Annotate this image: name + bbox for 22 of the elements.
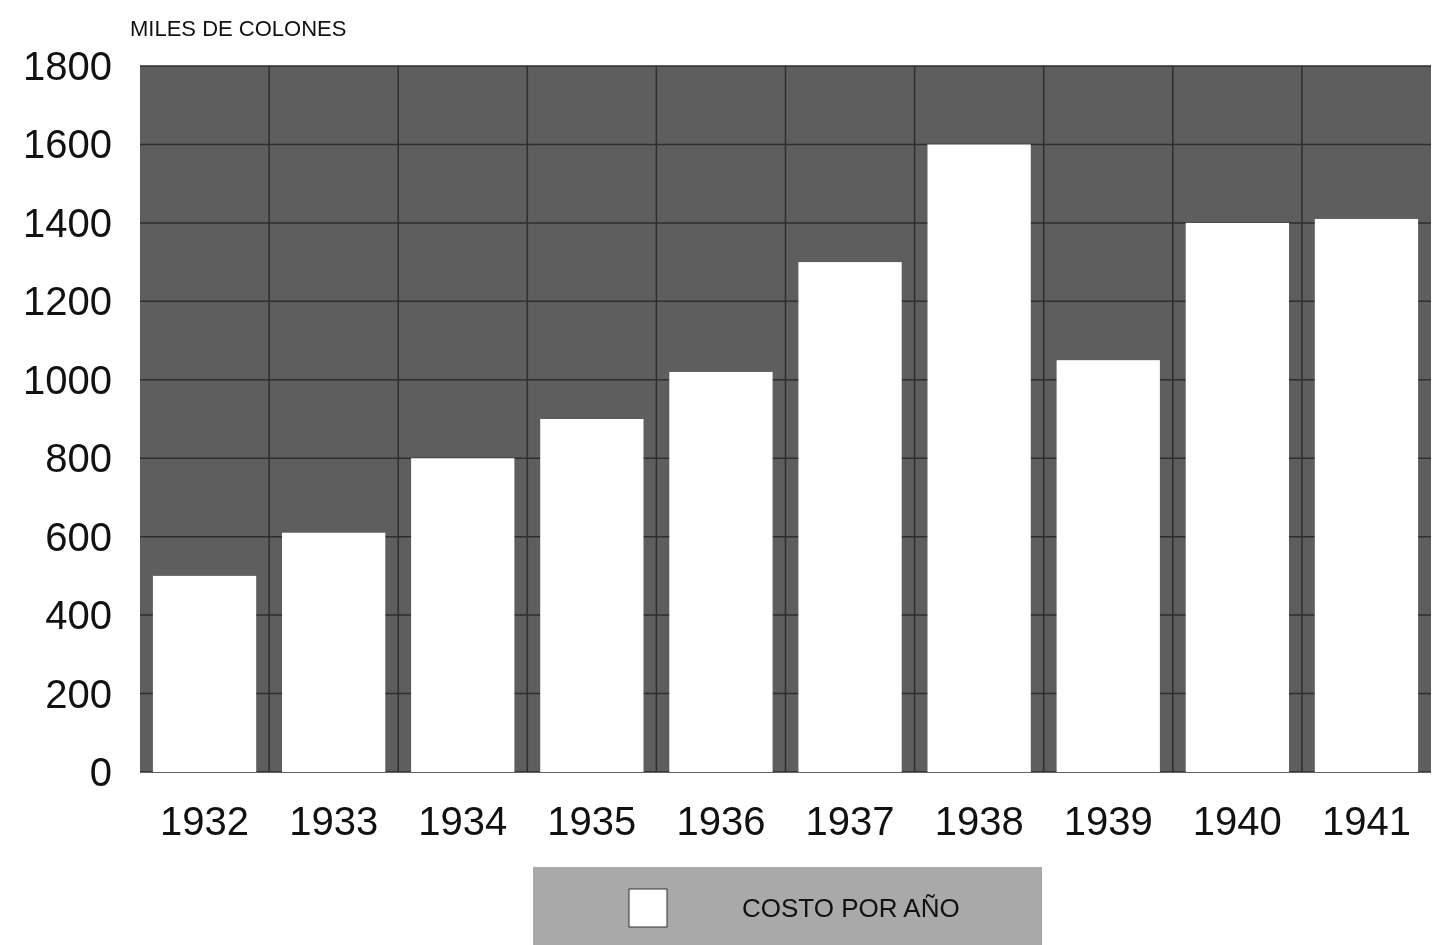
- x-tick-label: 1941: [1321, 799, 1411, 843]
- x-tick-label: 1937: [805, 799, 895, 843]
- x-tick-label: 1936: [676, 799, 766, 843]
- x-tick-label: 1934: [418, 799, 508, 843]
- y-tick-label: 0: [89, 750, 112, 794]
- y-tick-label: 1000: [23, 357, 112, 402]
- y-tick-label: 1600: [23, 122, 112, 167]
- y-tick-label: 400: [45, 593, 112, 638]
- text: COSTO POR AÑO: [742, 893, 960, 924]
- x-tick-label: 1939: [1063, 799, 1153, 843]
- y-tick-label: 800: [45, 436, 112, 481]
- y-tick-label: 200: [45, 671, 112, 716]
- y-axis-title: MILES DE COLONES: [130, 16, 347, 41]
- x-tick-label: 1932: [160, 799, 250, 843]
- x-tick-label: 1940: [1192, 799, 1282, 843]
- x-tick-label: 1933: [289, 799, 379, 843]
- x-tick-label: 1935: [547, 799, 637, 843]
- y-tick-label: 1200: [23, 279, 112, 324]
- y-tick-label: 1800: [23, 44, 112, 88]
- y-tick-label: 600: [45, 514, 112, 559]
- y-tick-label: 1400: [23, 200, 112, 245]
- x-tick-label: 1938: [934, 799, 1024, 843]
